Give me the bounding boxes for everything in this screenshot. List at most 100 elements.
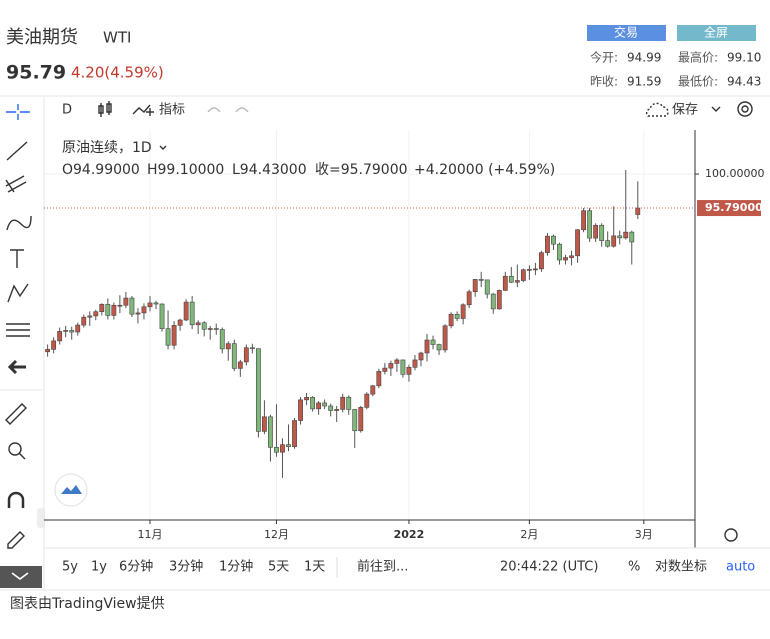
stat-label: 最高价: [678,50,718,65]
stat-value: 99.10 [727,51,761,65]
fullscreen-button[interactable] [677,25,756,41]
candle-body [243,347,249,363]
candle-body [454,313,460,319]
stat-value: 91.59 [627,75,661,89]
save[interactable]: 保存 [672,103,698,118]
candle-body [587,210,593,239]
indicator-icon[interactable] [132,104,154,116]
back-tool[interactable] [7,359,26,375]
candle-body [165,328,171,346]
settings-icon[interactable] [737,101,753,117]
undo-redo-icon[interactable] [207,107,249,113]
footer: 图表由TradingView提供 [10,596,165,612]
hide-toolbar[interactable] [37,508,45,528]
candle-body [280,444,285,453]
candle-body [63,330,69,332]
price: 95.79 [6,62,66,84]
candle-body [358,407,364,432]
measure-tool[interactable] [6,323,30,337]
goto[interactable]: 前往到... [357,559,408,575]
range[interactable]: 1分钟 [219,559,253,575]
collapse-icon [11,572,29,580]
change: 4.20(4.59%) [71,64,164,82]
stat-label: 昨收: [590,75,618,89]
zoom-tool[interactable] [8,442,22,456]
clock: 20:44:22 (UTC) [500,560,598,575]
settings-icon-core [741,105,749,113]
candle-body [69,330,75,333]
candle-body [189,301,195,326]
pattern-tool[interactable] [7,283,29,303]
range[interactable]: 5天 [268,560,289,575]
candle-body [617,235,623,239]
range[interactable]: 1天 [304,560,325,575]
trade-label[interactable]: 交易 [614,25,638,40]
candle-body [322,402,328,407]
candle-body [424,339,430,354]
fib-tool[interactable] [5,175,27,193]
range[interactable]: 3分钟 [169,559,203,575]
tv-logo-mark [61,485,82,494]
legend-close: 收=95.79000 [315,162,408,178]
candle-body [274,446,279,453]
candle-body [472,279,478,293]
candle-body [237,361,243,369]
log-scale[interactable]: 对数坐标 [655,560,707,575]
crosshair-icon[interactable] [6,104,30,120]
candle-body [147,302,153,308]
legend-dropdown[interactable] [159,145,167,150]
trade-button[interactable] [587,25,666,41]
zoom-tool-handle [18,452,26,460]
dropdown-icon[interactable] [711,106,721,112]
stat-value: 94.99 [627,51,661,65]
tv-logo [54,473,88,507]
candle-body [57,331,63,342]
candle-body [93,311,99,317]
candle-body [45,349,51,353]
candle-body [177,319,183,326]
x-tick-label: 12月 [264,528,289,541]
candle-body [340,396,346,410]
candle-body [75,324,81,333]
candle-body [316,402,322,410]
fullscreen-label[interactable]: 全屏 [704,25,728,40]
lock-tool[interactable] [7,531,25,549]
candle-body [213,328,219,330]
candle-body [292,420,297,447]
range[interactable]: 1y [91,560,107,575]
candle-body [394,359,400,364]
x-tick-label: 11月 [137,528,162,541]
axis-settings-icon[interactable] [724,528,738,542]
indicators[interactable]: 指标 [159,103,185,118]
candle-body [599,224,605,241]
candle-body [298,399,303,421]
cloud-icon[interactable] [645,102,669,117]
percent[interactable]: % [628,560,640,575]
magnet-tool[interactable] [7,491,25,508]
candle-body [611,235,617,247]
candle-icon[interactable] [98,101,112,117]
range[interactable]: 6分钟 [119,559,153,575]
candle-body [370,385,376,395]
ruler-tool[interactable] [5,403,27,425]
candle-body [460,304,466,319]
range[interactable]: 5y [62,560,78,575]
candle-body [406,366,412,375]
title: 美油期货 [6,27,78,48]
candle-body [364,393,370,408]
brush-tool[interactable] [6,215,32,231]
collapse-button[interactable] [0,566,42,588]
price-label-box [697,200,761,217]
candle-body [201,322,207,330]
candle-body [141,306,147,314]
auto-scale[interactable]: auto [726,560,755,575]
interval[interactable]: D [62,103,72,118]
candle-body [171,325,177,346]
candle-body [99,304,105,313]
candle-body [159,303,165,329]
candle-body [310,397,315,410]
text-tool[interactable] [10,249,24,268]
trend-line-tool[interactable] [6,141,28,161]
candle-body [490,293,496,310]
candle-body [418,352,424,361]
